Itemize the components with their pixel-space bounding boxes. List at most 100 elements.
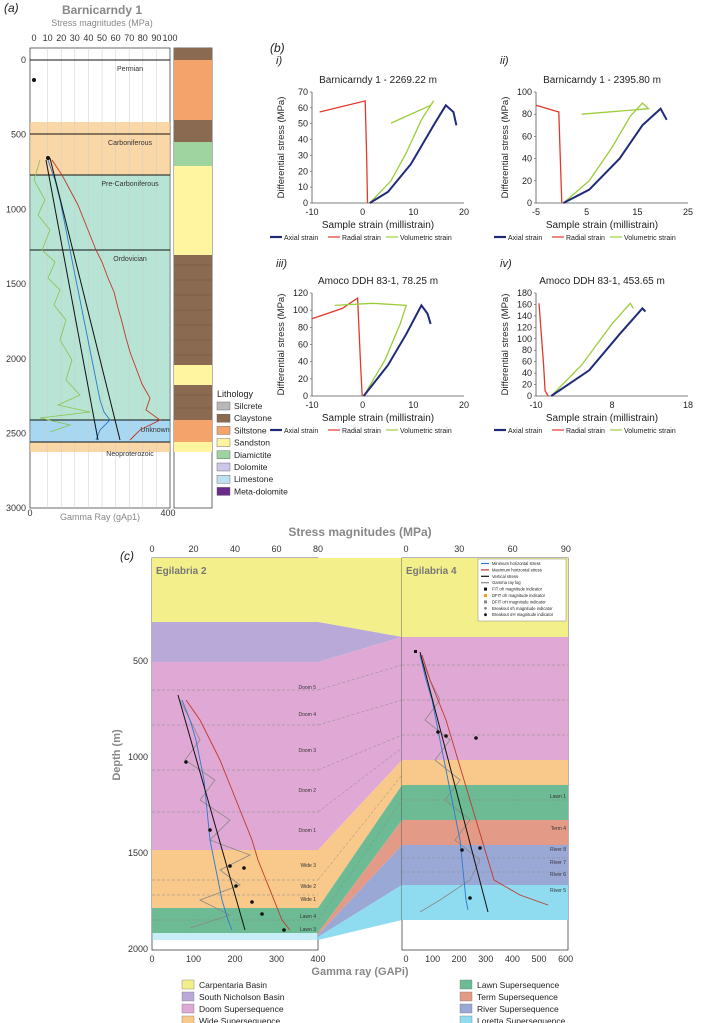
tick-label: 200: [452, 954, 467, 964]
unit-label: River 8: [550, 847, 566, 853]
tick-label: 0: [149, 954, 154, 964]
panel-c-left-indicators: [184, 760, 286, 932]
subplot-label: i): [276, 55, 282, 67]
legend-label: Volumetric strain: [624, 428, 676, 435]
panel-a-gamma-red: [51, 159, 161, 441]
tick-label: 140: [517, 311, 532, 321]
tick-label: 60: [111, 33, 121, 43]
tick-label: 40: [83, 33, 93, 43]
panel-c-left-shmax: [185, 699, 291, 931]
legend-label: Vertical stress: [492, 574, 518, 579]
legend-label: Volumetric strain: [624, 235, 676, 242]
tick-label: 10: [408, 207, 418, 217]
plot-title: Amoco DDH 83-1, 78.25 m: [318, 276, 438, 287]
legend-swatch: [216, 438, 231, 447]
period-label: Unknown: [140, 427, 169, 434]
legend-label: River Supersequence: [477, 1004, 559, 1014]
tick-label: 100: [517, 87, 532, 97]
strain-plot: iii) Amoco DDH 83-1, 78.25 m Differential …: [270, 258, 469, 435]
panel-a-grid: [47, 48, 157, 508]
tick-label: 100: [425, 954, 440, 964]
legend-label: Axial strain: [284, 428, 318, 435]
tick-label: 10: [43, 33, 53, 43]
zone-neoproterozoic: [30, 442, 170, 452]
legend-label: Sandston: [234, 438, 270, 448]
legend-label: Doom Supersequence: [199, 1004, 284, 1014]
x-axis-label: Sample strain (millistrain): [546, 220, 658, 231]
tick-label: 0: [403, 954, 408, 964]
tick-label: 20: [522, 176, 532, 186]
legend-label: DFIT σH magnitude indicator: [492, 599, 546, 604]
legend-label: Diamictite: [234, 450, 272, 460]
tick-label: 2500: [6, 429, 26, 439]
legend-swatch: [216, 462, 231, 472]
period-label: Neoproterozoic: [106, 451, 154, 458]
tick-label: 8: [609, 400, 614, 410]
unit-label: Doom 3: [298, 748, 316, 754]
strain-plot: ii) Barnicarndy 1 - 2395.80 m Differential…: [494, 55, 693, 242]
panel-c-bottom-ticks-left: 0 100 200 300 400: [149, 954, 325, 964]
panel-b-label: (b): [270, 41, 285, 55]
tick-label: 80: [298, 322, 308, 332]
legend-label: Silcrete: [234, 401, 263, 411]
tick-label: 0: [21, 55, 26, 65]
zone-carboniferous: [30, 122, 170, 175]
axial-strain-line: [550, 306, 647, 397]
legend-label: Gamma ray log: [492, 580, 521, 585]
radial-strain-line: [538, 303, 549, 397]
unit-label: Wide 2: [300, 884, 316, 890]
tick-label: 60: [522, 131, 532, 141]
legend-label: Term Supersequence: [477, 992, 558, 1002]
y-axis-label: Differential stress (MPa): [276, 294, 287, 396]
radial-strain-line: [311, 296, 363, 397]
panel-a-bottom-axis-label: Gamma Ray (gAp1): [60, 512, 140, 522]
zone-ordovician: [30, 175, 170, 420]
tick-label: 60: [271, 544, 281, 554]
legend-label: Axial strain: [508, 235, 542, 242]
tick-label: 70: [298, 87, 308, 97]
tick-label: 3000: [6, 503, 26, 513]
panel-c-top-axis-label: Stress magnitudes (MPa): [288, 525, 431, 539]
legend-label: Radial strain: [566, 235, 605, 242]
well-name-right: Egilabria 4: [406, 566, 457, 577]
legend-swatch: [216, 414, 231, 423]
well-name-left: Egilabria 2: [156, 566, 207, 577]
panel-c-bottom-axis-label: Gamma ray (GAPi): [311, 966, 409, 978]
axial-strain-line: [562, 107, 668, 204]
panel-c-right-indicators: [414, 650, 482, 900]
subplot-label: iii): [276, 258, 287, 270]
panel-a-well-title: Barnicarndy 1: [62, 3, 142, 17]
panel-a-indicator: [32, 78, 36, 82]
legend-label: South Nicholson Basin: [199, 992, 285, 1002]
tick-label: 400: [310, 954, 325, 964]
tick-label: 50: [298, 119, 308, 129]
legend-swatch: [459, 1015, 473, 1023]
panel-c-top-ticks-right: 0 30 60 90: [403, 544, 570, 554]
panel-c-bottom-ticks-right: 0 100 200 300 400 500 600: [403, 954, 573, 964]
tick-label: 80: [313, 544, 323, 554]
strain-plot: iv) Amoco DDH 83-1, 453.65 m Differential …: [494, 258, 693, 435]
radial-strain-line: [319, 100, 369, 204]
unit-label: Lawn 3: [300, 927, 316, 933]
lithology-column: [173, 47, 213, 509]
unit-label: Doom 4: [298, 712, 316, 718]
tick-label: 500: [531, 954, 546, 964]
tick-label: 0: [303, 391, 308, 401]
panel-c-right-gamma-grey: [419, 654, 481, 913]
panel-c-unit-labels: Doom 5 Doom 4 Doom 3 Doom 2 Doom 1 Wide …: [298, 685, 566, 933]
tick-label: 300: [478, 954, 493, 964]
tick-label: 1500: [128, 848, 148, 858]
legend-swatch: [459, 1003, 473, 1014]
tick-label: 20: [56, 33, 66, 43]
axial-strain-line: [362, 303, 432, 397]
legend-swatch: [459, 991, 473, 1002]
tick-label: 100: [186, 954, 201, 964]
unit-label: Doom 2: [298, 788, 316, 794]
tick-label: 1500: [6, 279, 26, 289]
unit-label: Wide 1: [300, 897, 316, 903]
panel-a-shmin: [45, 159, 99, 441]
legend-marker: [484, 587, 487, 591]
tick-label: -10: [305, 207, 318, 217]
legend-label: FIT σh magnitude indicator: [492, 587, 543, 592]
